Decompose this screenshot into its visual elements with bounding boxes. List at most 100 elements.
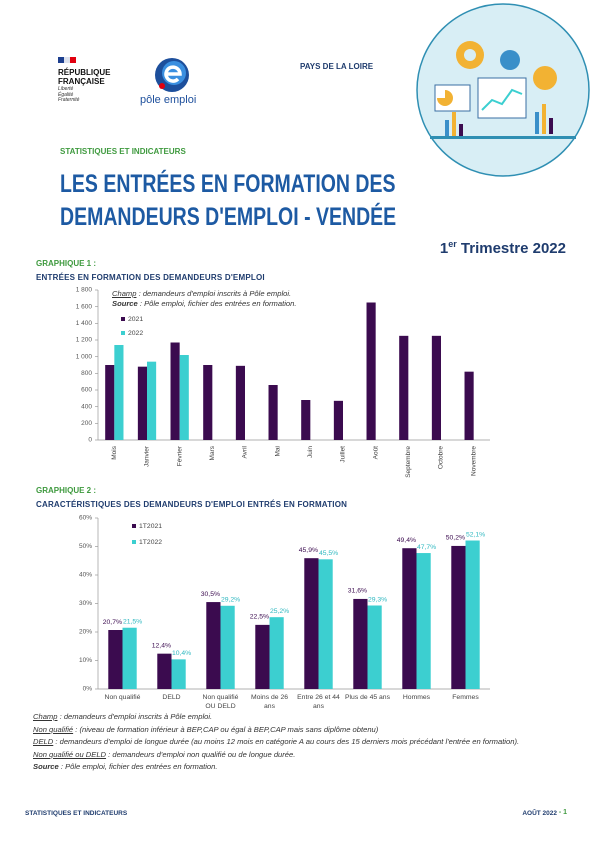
value-label: 12,4% xyxy=(152,642,171,649)
y-tick-label: 30% xyxy=(79,600,92,607)
period-number: 1 xyxy=(439,240,449,257)
region: PAYS DE LA LOIRE xyxy=(300,62,374,71)
note-term: Champ xyxy=(112,289,137,298)
bar xyxy=(179,355,189,440)
rf-logo xyxy=(58,57,76,63)
value-label: 47,7% xyxy=(417,544,436,551)
period-text: Trimestre 2022 xyxy=(456,240,566,257)
logo-text: pôle emploi xyxy=(140,94,197,106)
x-tick-label: Juin xyxy=(307,446,314,458)
note: Source : Pôle emploi, fichier des entrée… xyxy=(33,762,523,771)
y-tick-label: 1 600 xyxy=(76,303,93,310)
x-tick-label: Août xyxy=(372,446,379,460)
illustration xyxy=(416,3,590,177)
y-tick-label: 0% xyxy=(83,686,93,693)
note-term: Source xyxy=(33,762,59,771)
legend-swatch xyxy=(121,317,125,321)
value-label: 29,3% xyxy=(368,596,387,603)
y-tick-label: 40% xyxy=(79,572,92,579)
y-tick-label: 200 xyxy=(81,420,92,427)
bar xyxy=(235,365,245,440)
note-text: : (niveau de formation inférieur à BEP,C… xyxy=(73,724,379,734)
bar xyxy=(206,602,221,689)
note-term: Source xyxy=(112,299,138,308)
x-tick-label: Non qualifié OU DELD xyxy=(202,694,239,710)
bar xyxy=(255,624,270,689)
note-text: : demandeurs d'emploi inscrits à Pôle em… xyxy=(57,712,213,721)
note-text: : Pôle emploi, fichier des entrées en fo… xyxy=(137,299,297,308)
bar xyxy=(220,605,235,689)
x-tick-label: Non qualifié xyxy=(104,694,141,701)
value-label: 29,2% xyxy=(221,597,240,604)
bar xyxy=(367,605,382,689)
legend-label: 2022 xyxy=(128,330,143,337)
bar xyxy=(269,617,284,689)
note: Source : Pôle emploi, fichier des entrée… xyxy=(112,299,432,308)
x-tick-label: DELD xyxy=(162,694,181,701)
x-tick-label: Octobre xyxy=(438,446,445,470)
devise-word: Égalité xyxy=(58,91,74,98)
rf-devise: Liberté Égalité Fraternité xyxy=(58,86,80,104)
bar xyxy=(451,545,466,689)
y-tick-label: 800 xyxy=(81,370,92,377)
legend-swatch xyxy=(121,331,125,335)
bar xyxy=(399,335,409,440)
chart-label: GRAPHIQUE 1 : xyxy=(36,259,97,268)
note-text: : demandeurs d'emploi de longue durée (a… xyxy=(53,737,520,746)
series-name: STATISTIQUES ET INDICATEURS xyxy=(60,147,186,156)
x-tick-label: Juillet xyxy=(340,446,347,463)
devise-word: Fraternité xyxy=(58,97,80,103)
title-line: DEMANDEURS D'EMPLOI - VENDÉE xyxy=(60,203,397,231)
y-tick-label: 0 xyxy=(88,437,92,444)
bar xyxy=(147,361,157,440)
value-label: 20,7% xyxy=(103,619,122,626)
value-label: 45,5% xyxy=(319,550,338,557)
footer-left: STATISTIQUES ET INDICATEURS xyxy=(25,810,128,817)
rf-line: RÉPUBLIQUE xyxy=(58,68,111,77)
page-number: - 1 xyxy=(558,809,567,816)
devise-word: Liberté xyxy=(58,86,74,92)
y-tick-label: 1 800 xyxy=(76,287,93,294)
title-line: LES ENTRÉES EN FORMATION DES xyxy=(60,170,396,198)
x-tick-label: Mars xyxy=(209,445,216,460)
value-label: 21,5% xyxy=(123,619,142,626)
y-tick-label: 10% xyxy=(79,657,92,664)
x-tick-label: Mois xyxy=(111,445,118,459)
legend-swatch xyxy=(132,524,136,528)
bar xyxy=(304,558,319,689)
value-label: 25,2% xyxy=(270,608,289,615)
rf-name: RÉPUBLIQUE FRANÇAISE xyxy=(58,68,110,86)
value-label: 30,5% xyxy=(201,591,220,598)
x-tick-label: Novembre xyxy=(470,446,477,476)
note: Champ : demandeurs d'emploi inscrits à P… xyxy=(112,289,432,298)
x-tick-label: Février xyxy=(176,445,183,466)
y-tick-label: 20% xyxy=(79,629,92,636)
y-tick-label: 50% xyxy=(79,543,92,550)
bar xyxy=(465,540,480,689)
bar xyxy=(301,400,311,440)
y-tick-label: 600 xyxy=(81,387,92,394)
value-label: 22,5% xyxy=(250,614,269,621)
note: DELD : demandeurs d'emploi de longue dur… xyxy=(33,737,523,746)
bar xyxy=(318,559,333,689)
value-label: 49,4% xyxy=(397,537,416,544)
bar xyxy=(431,335,441,440)
footer-date: AOÛT 2022 xyxy=(522,810,557,817)
bar xyxy=(402,548,417,689)
value-label: 52,1% xyxy=(466,531,485,538)
x-tick-label: Janvier xyxy=(144,445,151,467)
note: Non qualifié : (niveau de formation infé… xyxy=(33,725,523,734)
y-tick-label: 1 400 xyxy=(76,320,93,327)
chart-label: GRAPHIQUE 2 : xyxy=(36,486,97,495)
bar xyxy=(157,653,172,689)
pole-emploi-logo xyxy=(155,58,189,92)
x-tick-label: Mai xyxy=(274,446,281,456)
legend-label: 1T2021 xyxy=(139,523,162,530)
legend-label: 1T2022 xyxy=(139,539,162,546)
y-tick-label: 60% xyxy=(79,515,92,522)
x-tick-label: Plus de 45 ans xyxy=(345,694,390,701)
y-tick-label: 1 000 xyxy=(76,353,93,360)
note-text: : demandeurs d'emploi inscrits à Pôle em… xyxy=(136,289,292,298)
value-label: 45,9% xyxy=(299,547,318,554)
bar xyxy=(333,400,343,440)
